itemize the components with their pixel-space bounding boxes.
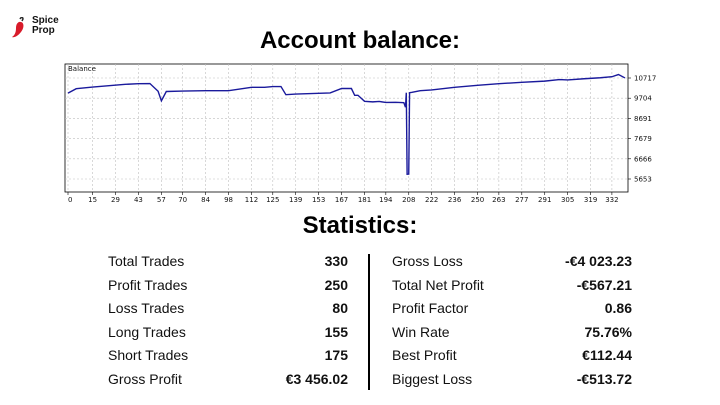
stat-row: Long Trades 155: [108, 321, 348, 345]
stat-row: Loss Trades 80: [108, 297, 348, 321]
x-tick-label: 57: [157, 196, 166, 204]
brand-line-1: Spice: [32, 15, 59, 26]
stat-row: Gross Profit €3 456.02: [108, 368, 348, 392]
stat-row: Total Net Profit -€567.21: [392, 274, 632, 298]
y-tick-label: 8691: [634, 115, 652, 123]
stat-label: Total Trades: [108, 253, 185, 269]
stat-label: Biggest Loss: [392, 370, 473, 387]
stat-label: Long Trades: [108, 323, 186, 340]
statistics-panel: Total Trades 330 Profit Trades 250 Loss Tr…: [0, 250, 720, 395]
x-tick-label: 222: [425, 196, 438, 204]
x-tick-label: 181: [358, 196, 371, 204]
x-tick-label: 84: [201, 196, 210, 204]
x-tick-label: 167: [335, 196, 348, 204]
brand-line-2: Prop: [32, 25, 55, 36]
brand-logo: Spice Prop: [11, 14, 71, 40]
x-tick-label: 277: [515, 196, 528, 204]
stat-label: Gross Loss: [392, 253, 463, 269]
stat-row: Short Trades 175: [108, 344, 348, 368]
x-tick-label: 112: [245, 196, 258, 204]
x-tick-label: 15: [88, 196, 97, 204]
stat-label: Short Trades: [108, 347, 189, 364]
stat-row: Best Profit €112.44: [392, 344, 632, 368]
chili-pepper-icon: [12, 17, 24, 38]
stat-row: Total Trades 330: [108, 250, 348, 274]
stat-value: 250: [324, 276, 348, 293]
stat-value: -€4 023.23: [565, 253, 632, 269]
x-tick-label: 70: [178, 196, 187, 204]
x-tick-label: 250: [471, 196, 484, 204]
stats-column-left: Total Trades 330 Profit Trades 250 Loss Tr…: [108, 250, 348, 392]
x-tick-label: 29: [111, 196, 120, 204]
chart-plot-area: [64, 63, 629, 193]
x-tick-label: 43: [134, 196, 143, 204]
stat-value: 80: [332, 300, 348, 317]
x-axis: 0 15 29 43 57 70 84 98 112 125 139 153 167 181 194 208 2…: [67, 192, 619, 204]
stats-column-right: Gross Loss -€4 023.23 Total Net Profit -€5…: [392, 250, 632, 392]
stat-label: Win Rate: [392, 323, 450, 340]
x-tick-label: 98: [224, 196, 233, 204]
stat-value: -€513.72: [576, 370, 632, 387]
y-axis: 5653 6666 7679 8691 9704 10717: [628, 75, 656, 184]
y-tick-label: 10717: [634, 75, 656, 83]
stat-value: 75.76%: [584, 323, 632, 340]
stat-row: Win Rate 75.76%: [392, 321, 632, 345]
x-tick-label: 139: [289, 196, 302, 204]
stat-value: 155: [324, 323, 348, 340]
stats-divider: [368, 254, 370, 390]
x-tick-label: 319: [584, 196, 597, 204]
chart-grid: [65, 64, 628, 192]
y-tick-label: 5653: [634, 176, 652, 184]
stat-label: Best Profit: [392, 347, 457, 364]
x-tick-label: 305: [561, 196, 574, 204]
y-tick-label: 9704: [634, 95, 652, 103]
series-balance-line: [67, 73, 626, 176]
chart-title: Balance: [68, 65, 96, 73]
page-title: Account balance:: [259, 27, 461, 54]
x-tick-label: 332: [605, 196, 618, 204]
x-tick-label: 125: [266, 196, 279, 204]
stat-value: €3 456.02: [285, 370, 348, 387]
stat-value: 330: [324, 253, 348, 269]
x-tick-label: 194: [379, 196, 393, 204]
stat-value: €112.44: [582, 347, 632, 364]
stat-label: Total Net Profit: [392, 276, 484, 293]
x-tick-label: 153: [312, 196, 325, 204]
x-tick-label: 291: [538, 196, 551, 204]
x-tick-label: 0: [68, 196, 72, 204]
stat-value: 175: [324, 347, 348, 364]
x-tick-label: 208: [402, 196, 415, 204]
x-tick-label: 236: [448, 196, 462, 204]
stat-value: -€567.21: [576, 276, 632, 293]
stat-row: Profit Factor 0.86: [392, 297, 632, 321]
stat-label: Loss Trades: [108, 300, 185, 317]
brand-name: Spice Prop: [32, 16, 59, 36]
stat-value: 0.86: [604, 300, 632, 317]
stat-label: Profit Factor: [392, 300, 469, 317]
stat-row: Gross Loss -€4 023.23: [392, 250, 632, 274]
stat-row: Profit Trades 250: [108, 274, 348, 298]
x-tick-label: 263: [492, 196, 505, 204]
stat-row: Biggest Loss -€513.72: [392, 368, 632, 392]
statistics-title: Statistics:: [302, 212, 418, 239]
stat-label: Gross Profit: [108, 370, 182, 387]
balance-chart: Balance 0 15 29 43 57 70 84 98 112 125 139 153 167 18…: [64, 63, 656, 204]
y-tick-label: 6666: [634, 155, 652, 163]
stat-label: Profit Trades: [108, 276, 188, 293]
y-tick-label: 7679: [634, 135, 652, 143]
